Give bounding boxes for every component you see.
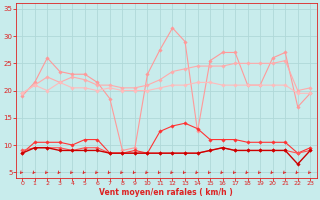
X-axis label: Vent moyen/en rafales ( km/h ): Vent moyen/en rafales ( km/h ) [100, 188, 233, 197]
